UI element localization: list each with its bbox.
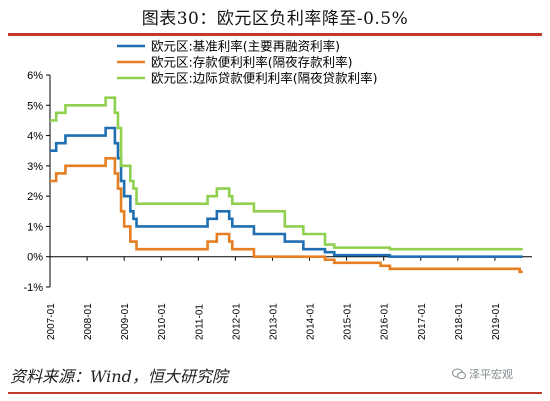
x-tick-label: 2019-01 xyxy=(491,303,502,340)
x-tick-label: 2013-01 xyxy=(268,303,279,340)
wechat-icon xyxy=(452,368,466,380)
series-line-2 xyxy=(50,156,523,274)
x-tick-label: 2017-01 xyxy=(417,303,428,340)
y-tick-label: 2% xyxy=(27,191,43,203)
legend-label: 欧元区:存款便利利率(隔夜存款利率) xyxy=(151,55,352,70)
x-tick-label: 2012-01 xyxy=(231,303,242,340)
y-tick-label: 5% xyxy=(27,100,43,112)
title-bar: 图表30：欧元区负利率降至-0.5% xyxy=(0,0,550,32)
y-tick-label: 6% xyxy=(27,70,43,82)
x-tick-label: 2008-01 xyxy=(83,303,94,340)
x-tick-label: 2018-01 xyxy=(454,303,465,340)
x-tick-label: 2014-01 xyxy=(306,303,317,340)
chart-title: 图表30：欧元区负利率降至-0.5% xyxy=(141,9,409,29)
source-note: 资料来源：Wind，恒大研究院 xyxy=(10,367,228,386)
bottom-divider xyxy=(8,392,542,394)
title-divider xyxy=(8,33,542,36)
watermark-text: 泽平宏观 xyxy=(469,368,513,381)
series-line-3 xyxy=(50,96,523,251)
watermark: 泽平宏观 xyxy=(452,366,513,382)
legend-label: 欧元区:边际贷款便利利率(隔夜贷款利率) xyxy=(151,71,377,86)
chart-axes: 6% 5% 4% 3% 2% 1% 0% -1%2007-01 2008-01 2009-01 20… xyxy=(23,70,532,340)
x-tick-label: 2007-01 xyxy=(46,303,57,340)
chart-area: 6% 5% 4% 3% 2% 1% 0% -1%2007-01 2008-01 2009-01 20… xyxy=(23,39,532,340)
y-tick-label: 4% xyxy=(27,131,43,143)
y-tick-label: -1% xyxy=(23,282,43,294)
y-tick-label: 3% xyxy=(27,161,43,173)
x-tick-label: 2011-01 xyxy=(194,304,205,340)
x-tick-label: 2010-01 xyxy=(157,303,168,340)
x-tick-label: 2016-01 xyxy=(380,303,391,340)
chart-legend: 欧元区:基准利率(主要再融资利率)欧元区:存款便利利率(隔夜存款利率)欧元区:边… xyxy=(117,39,377,86)
series-line-1 xyxy=(50,126,523,259)
x-tick-label: 2015-01 xyxy=(343,303,354,340)
x-tick-label: 2009-01 xyxy=(120,303,131,340)
legend-label: 欧元区:基准利率(主要再融资利率) xyxy=(151,39,340,54)
y-tick-label: 0% xyxy=(27,252,43,264)
chart-lines xyxy=(50,96,523,274)
y-tick-label: 1% xyxy=(27,221,43,233)
